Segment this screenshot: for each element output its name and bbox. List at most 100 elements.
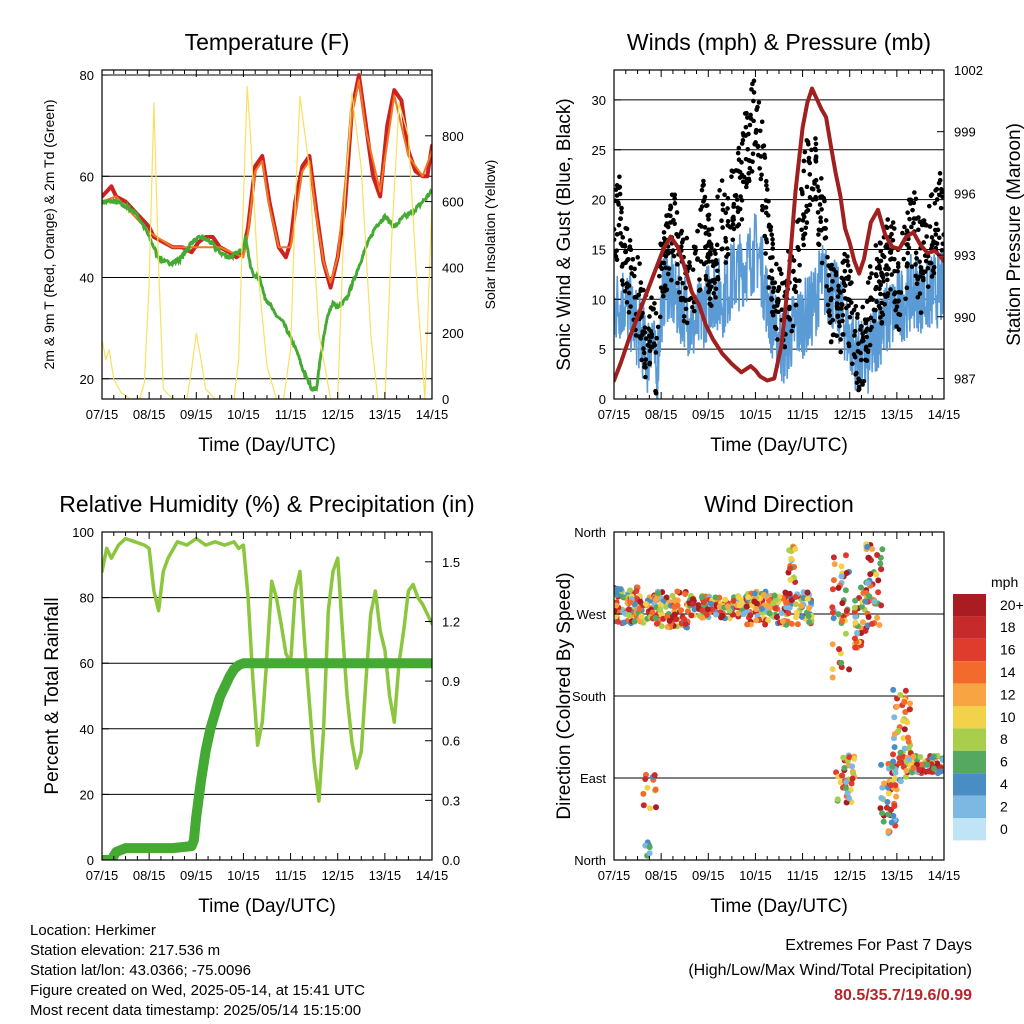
direction-point: [678, 607, 685, 614]
x-tick-label: 12/15: [833, 407, 866, 422]
gust-point: [616, 202, 621, 207]
gust-point: [908, 197, 914, 203]
gust-point: [620, 282, 626, 287]
gust-point: [732, 193, 738, 198]
gust-point: [668, 213, 673, 219]
direction-point: [620, 619, 627, 626]
gust-point: [717, 188, 722, 193]
gust-point: [702, 225, 708, 230]
gust-point: [825, 254, 830, 260]
gust-point: [684, 235, 690, 241]
extremes-box: Extremes For Past 7 Days (High/Low/Max W…: [688, 933, 972, 1008]
gust-point: [809, 147, 814, 153]
gust-point: [698, 259, 704, 264]
direction-point: [638, 613, 645, 620]
gust-point: [934, 221, 939, 227]
gust-point: [910, 207, 915, 213]
gust-point: [734, 197, 740, 202]
gust-point: [858, 323, 864, 329]
direction-point: [854, 629, 861, 636]
direction-point: [719, 612, 726, 619]
gust-point: [643, 357, 649, 362]
gust-point: [769, 276, 775, 281]
gust-point: [768, 255, 773, 261]
direction-point: [786, 547, 793, 554]
x-tick-label: 07/15: [86, 407, 119, 422]
gust-point: [885, 217, 891, 222]
direction-point: [910, 764, 917, 771]
direction-point: [905, 738, 912, 745]
direction-point: [620, 594, 627, 601]
y-right-tick-label: 1002: [954, 63, 983, 78]
x-tick-label: 14/15: [928, 407, 961, 422]
gust-point: [748, 112, 753, 118]
gust-point: [909, 264, 915, 269]
gust-point: [881, 279, 886, 284]
x-tick-label: 11/15: [275, 868, 307, 883]
gust-point: [837, 319, 842, 325]
direction-point: [901, 698, 908, 705]
direction-point: [939, 756, 944, 763]
gust-point: [730, 237, 736, 243]
gust-point: [888, 287, 893, 292]
y-tick-label: 80: [80, 68, 94, 83]
station-info: Location: Herkimer Station elevation: 21…: [30, 921, 365, 1021]
direction-point: [798, 613, 805, 620]
direction-point: [688, 612, 695, 619]
gust-point: [619, 264, 625, 269]
legend-label: 8: [1000, 731, 1008, 747]
gust-point: [761, 143, 767, 149]
gust-point: [896, 311, 901, 317]
gust-point: [744, 184, 749, 190]
gust-point: [659, 260, 665, 266]
gust-point: [637, 334, 642, 339]
direction-point: [700, 599, 707, 606]
gust-point: [861, 338, 866, 343]
gust-point: [631, 273, 637, 279]
direction-point: [839, 600, 846, 607]
direction-point: [879, 546, 886, 553]
direction-point: [907, 700, 914, 707]
gust-point: [790, 269, 796, 274]
direction-point: [627, 587, 634, 594]
direction-point: [798, 603, 805, 610]
direction-point: [875, 589, 882, 596]
gust-point: [736, 157, 742, 163]
gust-point: [738, 194, 743, 199]
direction-point: [857, 584, 864, 591]
plot-area: [102, 73, 432, 399]
direction-point: [631, 618, 638, 625]
gust-point: [687, 260, 692, 265]
legend-swatch: [953, 616, 986, 639]
direction-point: [829, 674, 836, 681]
y-tick-label: 60: [80, 656, 94, 671]
x-tick-label: 10/15: [739, 868, 772, 883]
x-tick-label: 12/15: [833, 868, 866, 883]
gust-point: [720, 225, 725, 230]
direction-point: [851, 755, 858, 762]
gust-point: [715, 268, 720, 274]
gust-point: [857, 378, 863, 384]
gust-point: [921, 240, 926, 245]
gust-point: [722, 192, 727, 198]
direction-point: [842, 587, 849, 594]
y-tick-label: 100: [72, 525, 94, 540]
x-tick-label: 12/15: [321, 407, 354, 422]
x-tick-label: 13/15: [881, 868, 914, 883]
created-text: Figure created on Wed, 2025-05-14, at 15…: [30, 982, 365, 999]
extremes-subheading: (High/Low/Max Wind/Total Precipitation): [688, 962, 972, 979]
gust-point: [903, 296, 908, 302]
gust-point: [864, 334, 870, 340]
gust-point: [870, 297, 875, 302]
gust-point: [873, 272, 879, 277]
y-tick-label: West: [577, 607, 607, 622]
direction-point: [885, 790, 892, 797]
gust-point: [882, 301, 887, 307]
gust-point: [819, 260, 825, 266]
gust-point: [749, 87, 754, 92]
gust-point: [706, 232, 712, 237]
direction-point: [783, 599, 790, 606]
x-tick-label: 14/15: [928, 868, 961, 883]
direction-point: [712, 594, 719, 601]
gust-point: [714, 242, 720, 248]
